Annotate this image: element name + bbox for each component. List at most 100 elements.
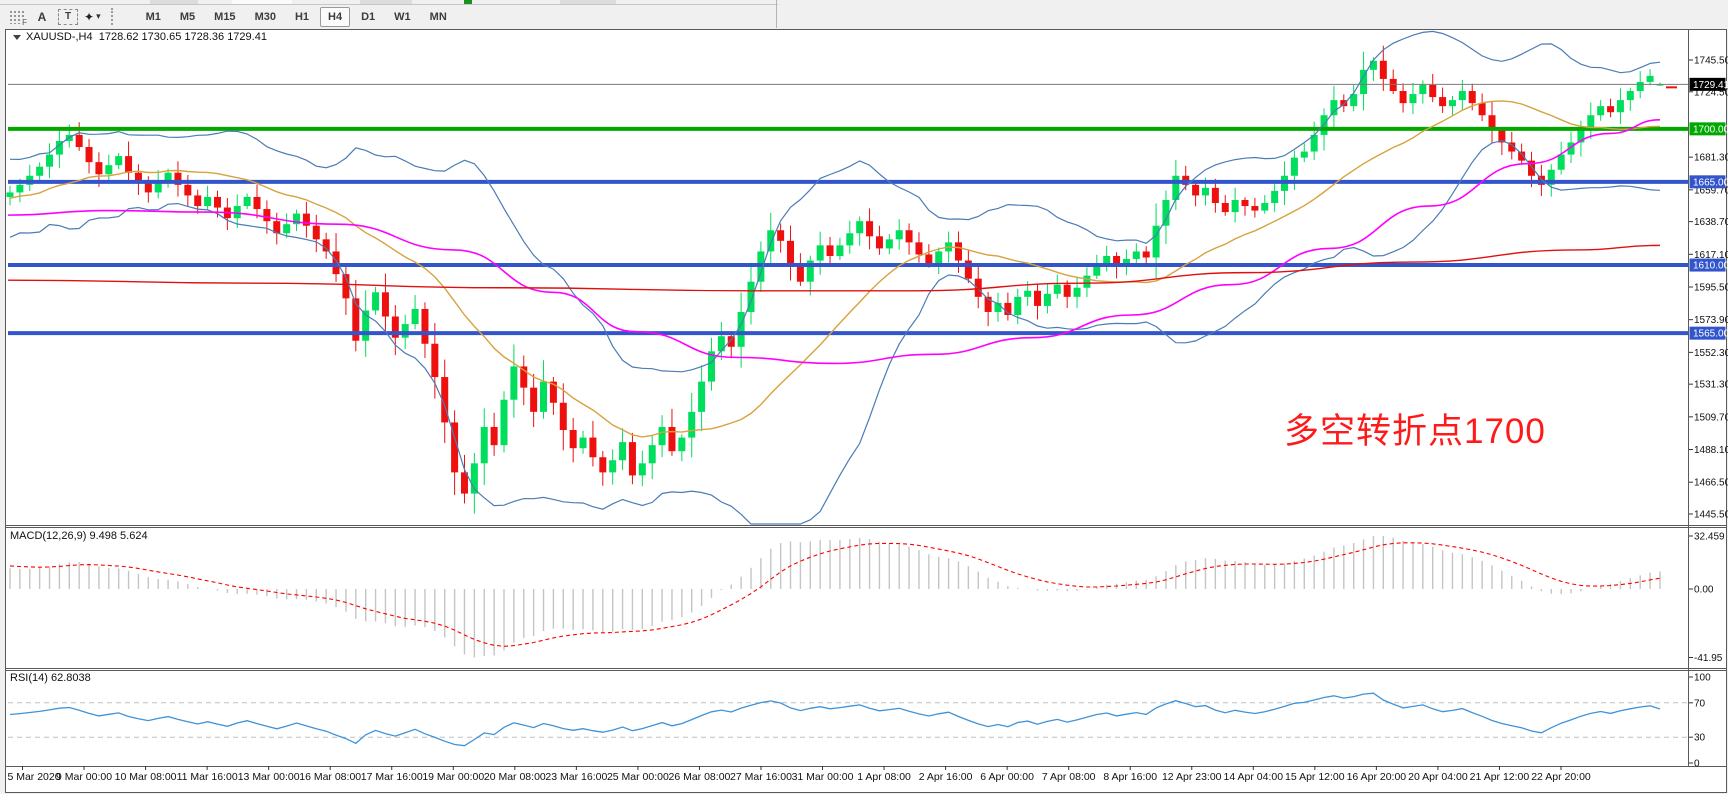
date-label: 16 Mar 08:00 [299, 771, 361, 783]
timeframe-button-m30[interactable]: M30 [254, 10, 276, 23]
candle [500, 399, 508, 446]
macd-axis-label: 0.00 [1694, 585, 1714, 596]
date-label: 20 Mar 08:00 [484, 771, 546, 783]
candle [1616, 100, 1624, 113]
candle [1014, 296, 1022, 315]
candle [342, 274, 350, 299]
candle [480, 426, 488, 464]
candle [1251, 206, 1259, 211]
price-tick-label: 1659.70 [1694, 185, 1728, 196]
candle [470, 463, 478, 494]
candle [1201, 187, 1209, 196]
date-label: 8 Apr 16:00 [1103, 771, 1157, 783]
candle [95, 162, 103, 175]
date-label: 17 Mar 16:00 [361, 771, 423, 783]
candle [846, 233, 854, 246]
candle [915, 242, 923, 255]
candle [1547, 169, 1555, 185]
candle [1399, 91, 1407, 104]
candle [16, 184, 24, 193]
candle [1063, 284, 1071, 297]
candle [1646, 75, 1654, 82]
level-badge-1610.00-text: 1610.00 [1693, 261, 1728, 272]
candle [796, 266, 804, 282]
date-label: 13 Mar 00:00 [238, 771, 300, 783]
level-badge-1665.00 [1689, 175, 1726, 189]
ohlc-title-text: XAUUSD-,H4 1728.62 1730.65 1728.36 1729.… [26, 31, 267, 43]
timeframe-button-w1[interactable]: W1 [394, 10, 411, 23]
candle [1192, 184, 1200, 196]
timeframe-button-mn[interactable]: MN [429, 10, 447, 23]
candle [520, 366, 528, 388]
price-tick-label: 1445.50 [1694, 510, 1728, 521]
candle [549, 381, 557, 403]
timeframe-button-h4[interactable]: H4 [320, 6, 351, 27]
arrows-tool-button[interactable]: ✦ ▾ [84, 10, 101, 24]
chevron-down-icon[interactable]: ▾ [96, 11, 101, 21]
price-tick-label: 1681.30 [1694, 153, 1728, 164]
date-label: 31 Mar 00:00 [792, 771, 854, 783]
rsi-axis-label: 70 [1694, 698, 1706, 709]
candle [174, 172, 182, 185]
chart-title: XAUUSD-,H4 1728.62 1730.65 1728.36 1729.… [13, 31, 267, 43]
rsi-indicator-label: RSI(14) 62.8038 [10, 672, 91, 684]
candle [1113, 255, 1121, 267]
candle [866, 221, 874, 237]
candle [460, 472, 468, 494]
timeframe-button-m15[interactable]: M15 [214, 10, 236, 23]
chart-window [5, 29, 1727, 793]
candle [954, 242, 962, 261]
date-label: 14 Apr 04:00 [1224, 771, 1284, 783]
candle [925, 254, 933, 264]
candle [875, 236, 883, 249]
candle [510, 366, 518, 400]
candle [1271, 190, 1279, 204]
candle [1448, 100, 1456, 107]
candle [1172, 175, 1180, 200]
timeframe-button-h1[interactable]: H1 [294, 10, 310, 23]
clipped-button [560, 0, 616, 4]
price-tick-label: 1595.50 [1694, 283, 1728, 294]
timeframe-group: M1 M5 M15 M30 H1 H4 D1 W1 MN [138, 6, 455, 27]
candle [1597, 106, 1605, 116]
candle [707, 351, 715, 382]
candle [895, 230, 903, 240]
date-label: 1 Apr 08:00 [857, 771, 911, 783]
timeframe-button-m1[interactable]: M1 [145, 10, 161, 23]
candle [856, 221, 864, 234]
date-label: 5 Mar 2020 [7, 771, 60, 783]
level-badge-1610.00 [1689, 258, 1726, 272]
clipped-icon [464, 0, 472, 4]
text-annotation[interactable]: 多空转折点1700 [1284, 412, 1546, 451]
candle [85, 147, 93, 163]
date-label: 25 Mar 00:00 [607, 771, 669, 783]
shapes-icon: ✦ [84, 9, 95, 24]
text-box-tool-button[interactable]: T [58, 8, 78, 25]
candle [1369, 60, 1377, 70]
candle [134, 172, 142, 184]
candle [1004, 302, 1012, 315]
timeframe-button-m5[interactable]: M5 [179, 10, 196, 23]
date-label: 10 Mar 08:00 [115, 771, 177, 783]
candle [806, 260, 814, 282]
text-label-tool-button[interactable]: A [32, 7, 52, 26]
candle [243, 196, 251, 207]
candle [816, 245, 824, 261]
level-badge-1565.00 [1689, 326, 1726, 340]
candle [441, 377, 449, 423]
candle [688, 411, 696, 438]
candle [1429, 84, 1437, 98]
candle [974, 278, 982, 297]
candle [1024, 290, 1032, 297]
date-label: 6 Apr 00:00 [980, 771, 1034, 783]
candle [1310, 134, 1318, 152]
candle [1458, 91, 1466, 101]
price-tick-label: 1466.50 [1694, 478, 1728, 489]
level-badge-1700.00 [1689, 122, 1726, 136]
timeframe-button-d1[interactable]: D1 [361, 10, 376, 23]
candle [451, 422, 459, 473]
candle [253, 196, 261, 210]
grid-grip-icon[interactable]: F [8, 9, 27, 27]
candle [530, 387, 538, 412]
